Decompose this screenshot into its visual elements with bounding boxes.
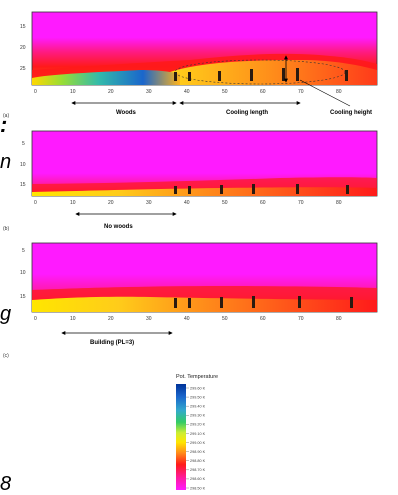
panel-b-xtick: 60 (260, 200, 266, 206)
panel-c-xtick: 10 (70, 316, 76, 322)
panel-b-xtick: 80 (336, 200, 342, 206)
panel-c-ytick: 10 (20, 270, 26, 276)
legend-entry: 298.80 K (190, 459, 206, 463)
panel-a-xtick: 20 (108, 89, 114, 95)
cooling-height-leader (299, 79, 351, 107)
panel-a-xtick: 70 (298, 89, 304, 95)
panel-a-xtick: 0 (34, 89, 37, 95)
panel-b-xtick: 10 (70, 200, 76, 206)
legend-entry: 299.30 K (190, 414, 206, 418)
panel-b-label: (b) (3, 226, 9, 232)
panel-a-xtick: 30 (146, 89, 152, 95)
panel-b-ytick: 10 (20, 162, 26, 168)
panel-a-xtick: 60 (260, 89, 266, 95)
legend-title: Pot. Temperature (176, 374, 218, 380)
legend-entry: 298.90 K (190, 450, 206, 454)
legend-entry: 298.50 K (190, 486, 206, 490)
panel-b: 5 10 15 0 10 20 30 40 50 60 70 80 No woo… (3, 130, 378, 232)
margin-fragment: g (0, 303, 11, 325)
panel-c-xtick: 80 (336, 316, 342, 322)
panel-c-xtick: 30 (146, 316, 152, 322)
panel-b-xtick: 0 (34, 200, 37, 206)
panel-a-ytick: 25 (20, 66, 26, 72)
panel-b-xtick: 70 (298, 200, 304, 206)
panel-c-ground-layer (32, 296, 377, 312)
panel-b-ytick: 15 (20, 182, 26, 188)
legend-entry: 299.60 K (190, 386, 206, 390)
panel-b-xtick: 50 (222, 200, 228, 206)
no-woods-label: No woods (104, 224, 133, 230)
legend-entry: 299.20 K (190, 423, 206, 427)
legend-labels: 299.60 K 299.50 K 299.40 K 299.30 K 299.20 K… (186, 386, 206, 490)
panel-c-ytick: 15 (20, 294, 26, 300)
panel-c-xtick: 0 (34, 316, 37, 322)
legend-entry: 299.10 K (190, 432, 206, 436)
panel-a-buildings (174, 68, 348, 81)
panel-a-xtick: 80 (336, 89, 342, 95)
panel-b-xtick: 20 (108, 200, 114, 206)
panel-c-xtick: 40 (184, 316, 190, 322)
panel-b-ytick: 5 (22, 141, 25, 147)
panel-c-xtick: 50 (222, 316, 228, 322)
panel-a-ytick: 20 (20, 45, 26, 51)
legend-entry: 298.70 K (190, 468, 206, 472)
panel-b-ground-layer (32, 187, 377, 196)
panel-a-xticks: 0 10 20 30 40 50 60 70 80 (34, 89, 342, 95)
panel-b-buildings (174, 184, 349, 194)
panel-b-xtick: 40 (184, 200, 190, 206)
panel-c-ytick: 5 (22, 248, 25, 254)
cooling-length-label: Cooling length (226, 110, 268, 116)
panel-a-xtick: 50 (222, 89, 228, 95)
panel-c: 5 10 15 0 10 20 30 40 50 60 70 80 Buildi… (3, 242, 378, 359)
panel-c-xtick: 60 (260, 316, 266, 322)
margin-fragment: : (0, 112, 7, 137)
building-label: Building (PL=3) (90, 340, 134, 346)
margin-fragment: n (0, 151, 11, 173)
panel-c-xtick: 70 (298, 316, 304, 322)
legend-entry: 299.50 K (190, 395, 206, 399)
panel-c-xtick: 20 (108, 316, 114, 322)
panel-b-xticks: 0 10 20 30 40 50 60 70 80 (34, 200, 342, 206)
color-legend: Pot. Temperature 299.60 K 299.50 K 299.40 … (176, 374, 218, 490)
panel-a-xtick: 10 (70, 89, 76, 95)
panel-a-hot-layer (170, 60, 377, 85)
margin-fragment: 8 (0, 473, 11, 495)
legend-entry: 299.40 K (190, 404, 206, 408)
panel-a-label: (a) (3, 113, 9, 119)
woods-label: Woods (116, 110, 137, 116)
cooling-height-label: Cooling height (330, 110, 372, 116)
panel-b-xtick: 30 (146, 200, 152, 206)
panel-a-woods-region (32, 70, 180, 85)
panel-a-ytick: 15 (20, 24, 26, 30)
panel-a: 15 20 25 0 10 20 30 40 50 60 70 80 Woods… (3, 11, 378, 119)
panel-a-xtick: 40 (184, 89, 190, 95)
panel-c-xticks: 0 10 20 30 40 50 60 70 80 (34, 316, 342, 322)
panel-c-buildings (174, 296, 353, 308)
legend-entry: 298.60 K (190, 477, 206, 481)
legend-colorbar (176, 384, 186, 490)
panel-c-label: (c) (3, 353, 9, 359)
legend-entry: 299.00 K (190, 441, 206, 445)
